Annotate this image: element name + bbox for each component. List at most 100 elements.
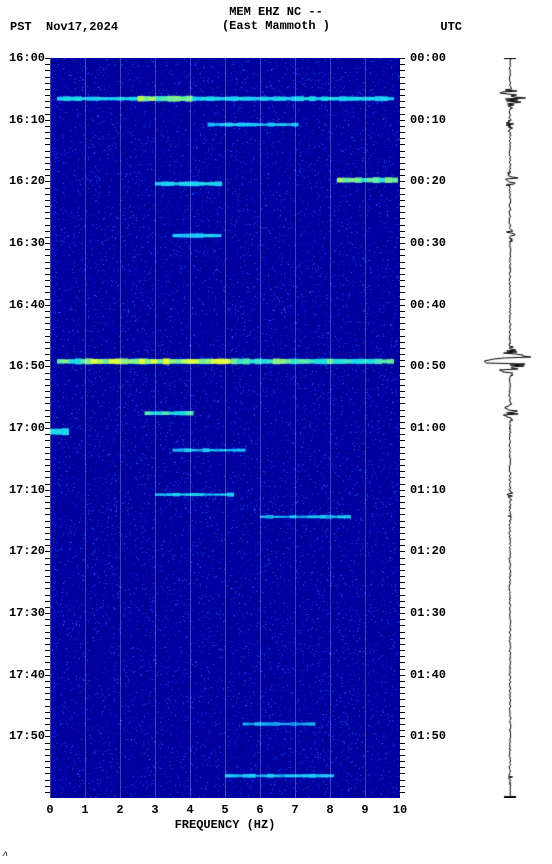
y-tick-right [400,317,405,318]
seismogram-canvas [480,58,540,798]
y-tick-left [45,619,50,620]
y-tick-label-right: 00:40 [410,298,450,312]
y-tick-label-left: 17:50 [5,729,45,743]
y-tick-left [45,582,50,583]
y-tick-right [400,391,405,392]
y-tick-left [45,712,50,713]
y-tick-right [400,761,405,762]
y-tick-left [45,761,50,762]
y-tick-left [45,471,50,472]
y-tick-right [400,58,405,59]
footer-mark: ^ [2,851,8,862]
y-tick-right [400,286,405,287]
y-tick-left [45,89,50,90]
y-tick-right [400,650,405,651]
y-tick-left [45,64,50,65]
gridline-v [295,58,296,798]
y-tick-right [400,440,405,441]
y-tick-right [400,607,405,608]
y-tick-left [45,687,50,688]
y-tick-right [400,736,405,737]
y-tick-left [45,311,50,312]
y-tick-right [400,311,405,312]
y-tick-right [400,595,405,596]
y-tick-left [45,373,50,374]
y-tick-left [45,576,50,577]
y-tick-left [45,354,50,355]
gridline-v [190,58,191,798]
y-tick-left [45,743,50,744]
y-tick-right [400,144,405,145]
y-tick-right [400,582,405,583]
y-tick-left [45,416,50,417]
y-tick-right [400,743,405,744]
y-tick-right [400,410,405,411]
y-tick-right [400,403,405,404]
y-tick-label-right: 00:10 [410,113,450,127]
y-tick-left [45,194,50,195]
y-tick-right [400,699,405,700]
gridline-v [260,58,261,798]
y-tick-left [45,342,50,343]
y-tick-right [400,268,405,269]
y-tick-left [45,601,50,602]
x-tick-label: 10 [393,803,407,817]
y-tick-right [400,619,405,620]
y-tick-left [45,323,50,324]
y-tick-right [400,95,405,96]
y-tick-right [400,249,405,250]
y-tick-label-left: 16:00 [5,51,45,65]
x-tick-label: 6 [256,803,263,817]
y-tick-left [45,107,50,108]
header-right-tz: UTC [440,20,462,34]
y-tick-right [400,126,405,127]
y-tick-right [400,675,405,676]
y-tick-label-left: 17:40 [5,668,45,682]
y-tick-left [45,681,50,682]
y-tick-right [400,588,405,589]
station-channel: MEM EHZ NC -- [0,5,552,19]
y-tick-right [400,83,405,84]
y-tick-left [45,218,50,219]
y-tick-label-right: 01:20 [410,544,450,558]
y-tick-right [400,508,405,509]
y-tick-left [45,280,50,281]
y-tick-left [45,379,50,380]
y-tick-right [400,773,405,774]
y-tick-right [400,188,405,189]
y-tick-right [400,706,405,707]
y-tick-left [45,718,50,719]
y-tick-left [45,268,50,269]
y-tick-right [400,533,405,534]
y-tick-left [45,749,50,750]
y-tick-right [400,465,405,466]
left-tz: PST [10,20,32,34]
y-tick-left [45,397,50,398]
y-tick-left [45,274,50,275]
y-tick-right [400,539,405,540]
y-tick-left [45,496,50,497]
y-tick-right [400,712,405,713]
y-tick-left [45,792,50,793]
y-tick-right [400,354,405,355]
y-tick-right [400,484,405,485]
y-tick-left [45,175,50,176]
y-tick-right [400,329,405,330]
y-tick-left [45,613,50,614]
y-tick-left [45,144,50,145]
y-tick-left [45,428,50,429]
y-tick-left [45,693,50,694]
y-tick-right [400,107,405,108]
y-tick-left [45,669,50,670]
y-tick-left [45,317,50,318]
y-tick-left [45,206,50,207]
x-tick-label: 8 [326,803,333,817]
x-tick-label: 2 [116,803,123,817]
y-tick-right [400,767,405,768]
y-tick-left [45,638,50,639]
gridline-v [225,58,226,798]
y-tick-left [45,255,50,256]
y-tick-left [45,163,50,164]
y-tick-right [400,428,405,429]
y-tick-left [45,58,50,59]
